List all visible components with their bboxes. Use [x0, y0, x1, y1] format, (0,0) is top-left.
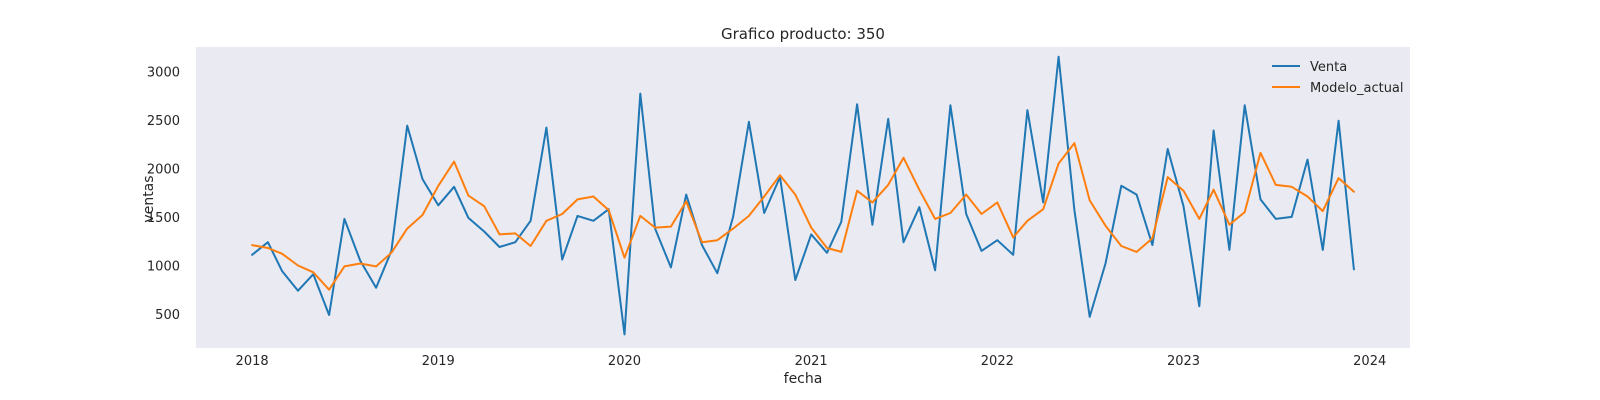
plot-area [196, 47, 1410, 348]
x-axis-ticks: 2018 2019 2020 2021 2022 2023 2024 [236, 354, 1387, 369]
chart-title: Grafico producto: 350 [721, 25, 885, 43]
y-tick-label: 1500 [147, 211, 180, 226]
y-tick-label: 3000 [147, 65, 180, 80]
y-tick-label: 2500 [147, 114, 180, 129]
x-tick-label: 2021 [795, 354, 828, 369]
x-tick-label: 2024 [1353, 354, 1386, 369]
y-tick-label: 2000 [147, 162, 180, 177]
x-axis-label: fecha [784, 371, 823, 387]
series-line-venta [251, 55, 1355, 336]
x-tick-label: 2020 [608, 354, 641, 369]
legend-label: Modelo_actual [1310, 81, 1404, 96]
y-tick-label: 500 [155, 308, 180, 323]
series-lines [251, 55, 1355, 336]
x-tick-label: 2019 [422, 354, 455, 369]
x-tick-label: 2018 [236, 354, 269, 369]
legend-label: Venta [1310, 60, 1347, 75]
x-tick-label: 2022 [981, 354, 1014, 369]
y-tick-label: 1000 [147, 259, 180, 274]
y-axis-label: ventas [141, 175, 157, 222]
legend: Venta Modelo_actual [1272, 60, 1404, 96]
series-line-modelo_actual [251, 142, 1355, 291]
x-tick-label: 2023 [1167, 354, 1200, 369]
y-axis-ticks: 500 1000 1500 2000 2500 3000 [147, 65, 180, 323]
